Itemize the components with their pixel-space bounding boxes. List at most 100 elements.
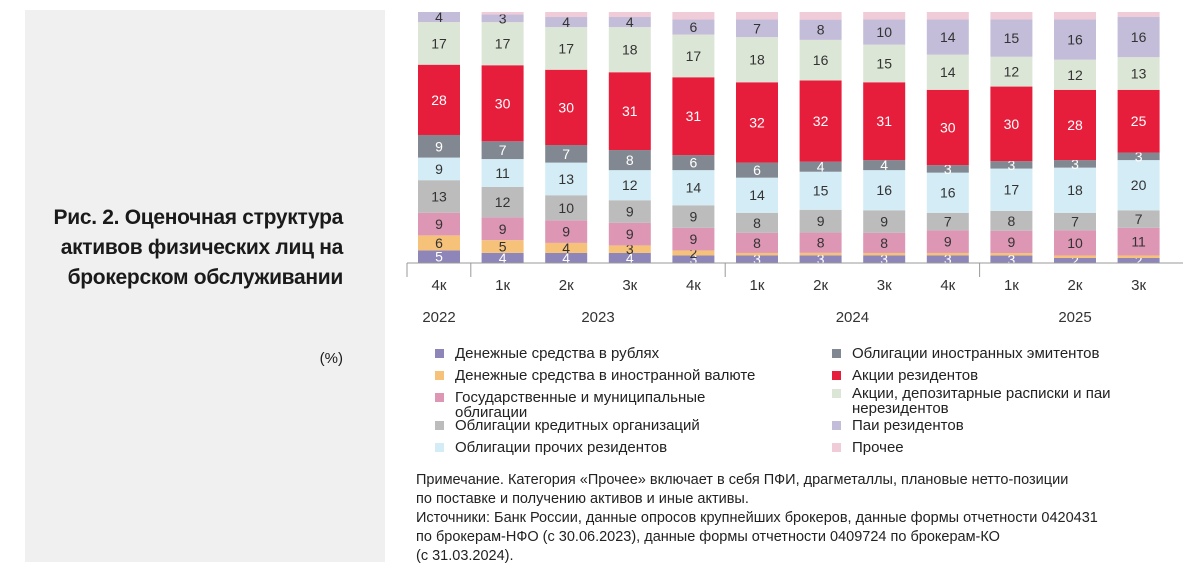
data-label: 11 (495, 165, 510, 181)
data-label: 13 (1131, 65, 1147, 81)
bar-segment (418, 212, 460, 236)
data-label: 8 (1008, 213, 1016, 229)
legend-label: Денежные средства в рублях (455, 345, 660, 362)
bar-segment (545, 12, 588, 18)
bar-segment (990, 210, 1033, 231)
year-label: 2025 (1058, 309, 1091, 326)
data-label: 9 (435, 138, 443, 154)
bar-segment (736, 252, 778, 256)
stacked-bar-chart: 5691399281744к45912117301731к44910137301… (406, 9, 1183, 326)
note-line: Примечание. Категория «Прочее» включает … (416, 472, 1069, 488)
bar-segment (990, 12, 1033, 20)
data-label: 8 (817, 235, 825, 251)
data-label: 15 (1004, 30, 1020, 46)
data-label: 32 (813, 113, 829, 129)
data-label: 16 (813, 52, 829, 68)
legend-swatch (435, 393, 444, 402)
data-label: 3 (626, 241, 634, 257)
data-label: 3 (944, 251, 952, 267)
bar-segment (799, 209, 842, 233)
bar-segment (736, 255, 778, 263)
data-label: 3 (944, 161, 952, 177)
data-label: 7 (1135, 211, 1143, 227)
data-label: 18 (622, 42, 638, 58)
data-label: 18 (1067, 182, 1083, 198)
data-label: 9 (880, 214, 888, 230)
note-block: Примечание. Категория «Прочее» включает … (416, 471, 1196, 566)
bar-segment (672, 205, 715, 228)
bar-segment (608, 252, 651, 263)
bar-segment (1117, 255, 1160, 258)
bar-segment (863, 160, 906, 171)
data-label: 17 (686, 48, 702, 64)
data-label: 9 (690, 209, 698, 225)
bar-segment (545, 145, 588, 163)
data-label: 3 (690, 251, 698, 267)
data-label: 30 (1004, 116, 1020, 132)
data-label: 15 (876, 55, 892, 71)
bar-segment (418, 12, 460, 23)
data-label: 9 (435, 216, 443, 232)
data-label: 2 (1135, 252, 1143, 268)
legend-swatch (832, 349, 841, 358)
bar-segment (926, 12, 969, 20)
data-label: 3 (753, 251, 761, 267)
data-label: 16 (876, 182, 892, 198)
data-label: 17 (431, 35, 447, 51)
bar-segment (736, 37, 778, 83)
bar-segment (990, 253, 1033, 256)
bar-segment (799, 12, 842, 20)
data-label: 6 (753, 162, 761, 178)
bar-segment (990, 161, 1033, 169)
bar-segment (481, 65, 524, 142)
bar-segment (672, 227, 715, 251)
data-label: 20 (1131, 177, 1147, 193)
bar-segment (545, 195, 588, 221)
bar-segment (608, 150, 651, 171)
legend-label: Прочее (852, 439, 904, 456)
bar-segment (1054, 59, 1096, 90)
bar-segment (926, 54, 969, 90)
bar-segment (926, 89, 969, 166)
bar-segment (736, 177, 778, 213)
sources-line: (с 31.03.2024). (416, 548, 514, 564)
data-label: 17 (495, 36, 511, 52)
x-tick-label: 2к (559, 277, 574, 294)
data-label: 6 (690, 19, 698, 35)
bar-segment (863, 82, 906, 161)
legend-label: Денежные средства в иностранной валюте (455, 367, 756, 384)
bar-segment (863, 255, 906, 263)
data-label: 9 (626, 226, 634, 242)
data-label: 28 (1067, 117, 1083, 133)
bar-segment (799, 39, 842, 81)
bar-segment (1054, 12, 1096, 20)
legend-swatch (832, 421, 841, 430)
bar-segment (863, 44, 906, 83)
bar-segment (1117, 227, 1160, 256)
bar-segment (545, 242, 588, 253)
data-label: 7 (1071, 214, 1079, 230)
bar-segment (672, 77, 715, 156)
bar-segment (418, 235, 460, 251)
legend-swatch (832, 389, 841, 398)
bar-segment (608, 72, 651, 151)
bar-segment (736, 162, 778, 178)
bar-segment (672, 19, 715, 35)
bar-segment (418, 134, 460, 158)
data-label: 3 (499, 10, 507, 26)
x-tick-label: 2к (813, 277, 828, 294)
bar-segment (545, 17, 588, 28)
note-line: по поставке и получению активов и иные а… (416, 491, 749, 507)
bar-segment (863, 252, 906, 256)
bar-segment (1117, 152, 1160, 161)
bar-segment (990, 56, 1033, 87)
bar-segment (863, 170, 906, 211)
bar-segment (736, 82, 778, 163)
bar-segment (418, 64, 460, 135)
bar-segment (990, 86, 1033, 162)
data-label: 31 (622, 103, 638, 119)
bar-segment (481, 217, 524, 241)
data-label: 4 (626, 14, 634, 30)
data-label: 10 (876, 24, 892, 40)
data-label: 12 (1004, 64, 1020, 80)
